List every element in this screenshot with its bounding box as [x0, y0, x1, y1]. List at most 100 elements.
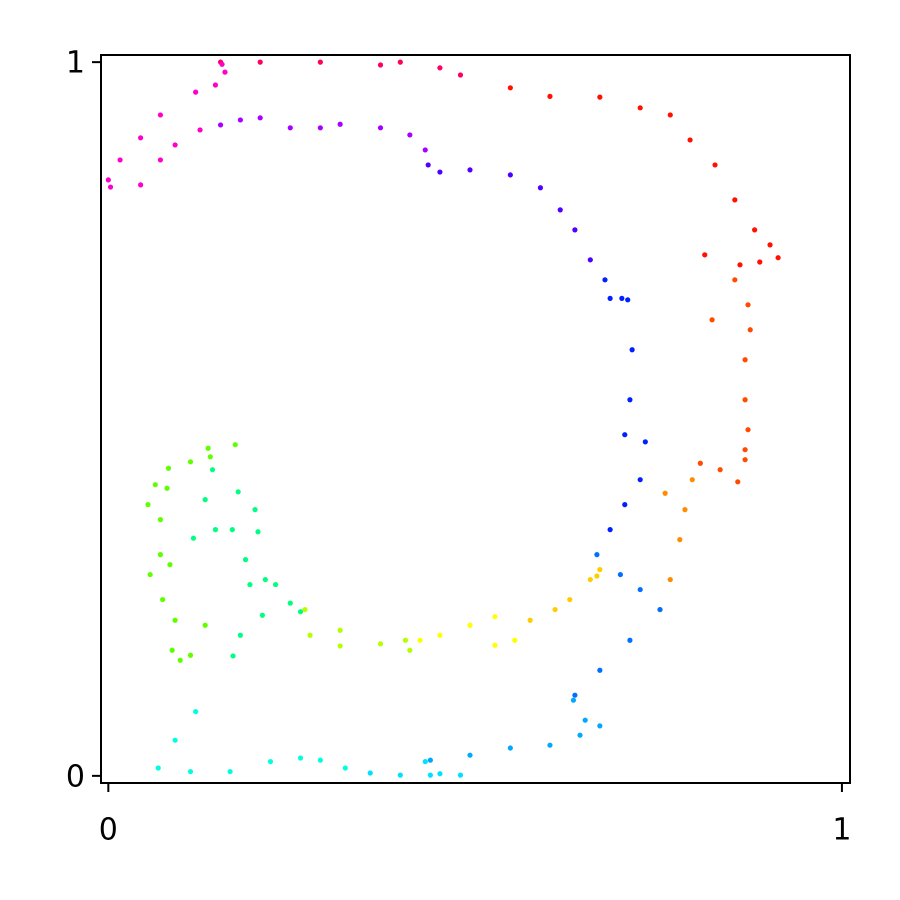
point	[587, 257, 593, 263]
point	[547, 93, 553, 99]
point	[337, 627, 343, 633]
point	[152, 482, 158, 488]
point	[422, 758, 428, 765]
point	[742, 357, 748, 363]
point	[337, 643, 343, 649]
point	[377, 62, 384, 68]
point	[677, 537, 683, 543]
point	[747, 327, 753, 333]
point	[607, 295, 613, 301]
point	[767, 242, 773, 248]
x-tick-label: 0	[99, 813, 118, 848]
point	[287, 125, 293, 131]
plot-frame	[100, 54, 851, 784]
point	[757, 259, 763, 265]
point	[237, 117, 243, 123]
point	[212, 82, 219, 88]
point	[457, 772, 464, 778]
point	[507, 85, 513, 91]
point	[287, 600, 293, 606]
point	[617, 571, 623, 578]
point	[425, 162, 431, 168]
point	[567, 596, 573, 603]
point	[252, 507, 258, 513]
point	[255, 529, 261, 535]
point	[242, 557, 249, 563]
point	[507, 745, 513, 751]
point	[742, 457, 748, 463]
point	[317, 757, 323, 763]
point	[682, 507, 688, 513]
point	[732, 197, 738, 203]
point	[627, 397, 633, 403]
point	[492, 642, 498, 648]
point	[407, 647, 413, 653]
point	[642, 439, 648, 445]
point	[202, 622, 208, 628]
point	[157, 517, 164, 523]
point	[397, 59, 403, 65]
point	[557, 207, 563, 213]
point	[735, 479, 741, 485]
point	[297, 609, 304, 615]
point	[138, 182, 144, 188]
point	[467, 167, 473, 173]
point	[570, 697, 577, 703]
point	[302, 606, 308, 613]
point	[552, 606, 558, 613]
point	[229, 527, 235, 533]
point	[657, 606, 663, 613]
point	[597, 94, 603, 100]
point	[687, 137, 693, 143]
point	[775, 255, 781, 261]
point	[342, 765, 348, 771]
point	[627, 637, 633, 643]
point	[237, 632, 243, 638]
point	[745, 427, 751, 433]
point	[117, 157, 123, 163]
point	[597, 723, 603, 729]
point	[165, 465, 172, 471]
point	[193, 89, 199, 95]
point	[547, 742, 553, 748]
point	[297, 755, 304, 761]
point	[537, 185, 544, 191]
point	[147, 571, 153, 578]
point	[212, 527, 219, 533]
y-tick-label: 0	[66, 759, 85, 794]
point	[745, 302, 751, 308]
point	[527, 617, 533, 623]
point	[602, 277, 608, 283]
point	[637, 477, 643, 483]
point	[587, 576, 593, 583]
point	[572, 227, 578, 233]
point	[629, 347, 635, 353]
point	[187, 652, 194, 658]
point	[437, 65, 443, 71]
point	[702, 252, 708, 258]
point	[222, 69, 228, 75]
point	[105, 177, 111, 183]
point	[427, 772, 433, 778]
point	[247, 581, 253, 588]
point	[377, 125, 384, 131]
point	[157, 157, 164, 163]
point	[187, 459, 194, 465]
point	[317, 59, 323, 65]
point	[742, 397, 748, 403]
point	[512, 637, 518, 643]
point	[637, 105, 643, 111]
point	[164, 485, 170, 491]
point	[107, 184, 114, 190]
point	[232, 442, 238, 448]
point	[622, 432, 628, 438]
point	[259, 612, 265, 618]
point	[625, 297, 631, 303]
point	[492, 614, 498, 620]
point	[377, 641, 384, 647]
point	[572, 692, 578, 698]
point	[457, 72, 464, 78]
point	[190, 535, 197, 541]
point	[507, 172, 513, 178]
